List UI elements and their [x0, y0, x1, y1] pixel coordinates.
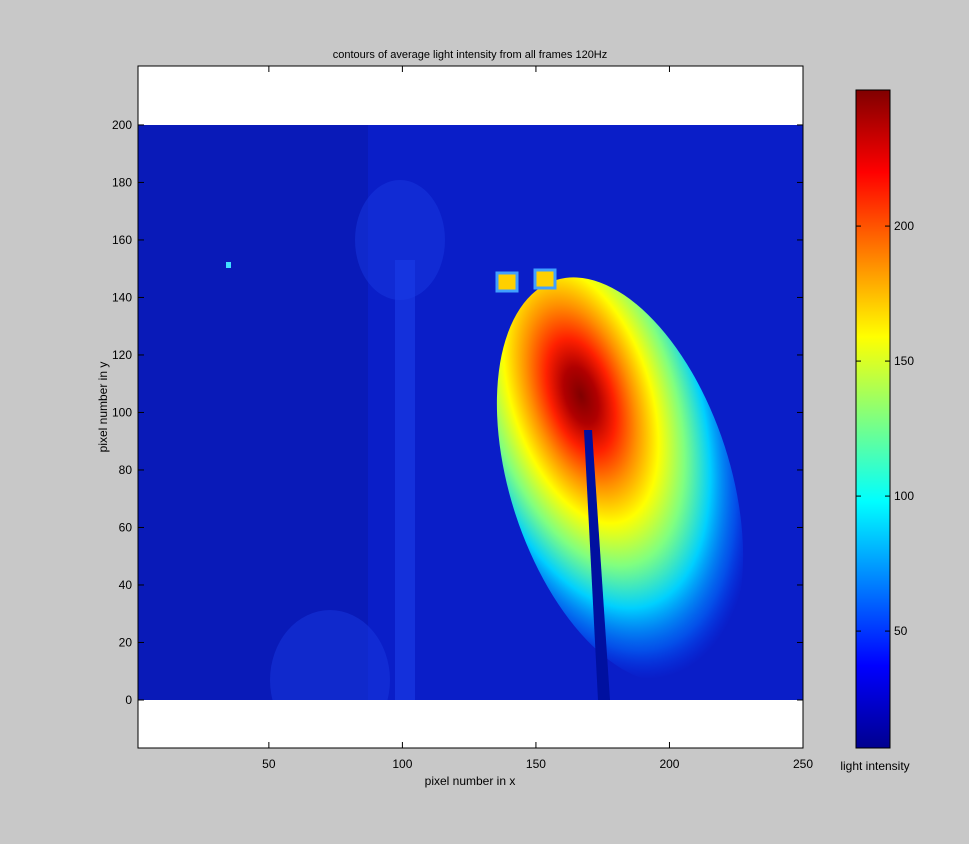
y-tick-label: 160: [112, 233, 132, 247]
y-tick-label: 180: [112, 175, 132, 189]
hot-spot: [496, 277, 744, 683]
field-structure: [355, 180, 445, 300]
chart-title: contours of average light intensity from…: [333, 49, 608, 61]
y-tick-label: 100: [112, 405, 132, 419]
rod: [584, 430, 610, 700]
x-tick-label: 150: [526, 757, 546, 771]
bright-spot: [533, 268, 557, 290]
bright-spot: [226, 262, 231, 268]
axes-box: [137, 65, 804, 749]
colorbar: [855, 89, 891, 749]
colorbar-tick-label: 100: [894, 489, 914, 503]
x-tick-label: 200: [659, 757, 679, 771]
y-tick-label: 120: [112, 348, 132, 362]
y-tick-label: 0: [125, 693, 132, 707]
colorbar-tick-label: 200: [894, 219, 914, 233]
y-tick-label: 60: [119, 520, 133, 534]
contour-image: [138, 125, 803, 700]
y-tick-label: 20: [119, 635, 133, 649]
field-shade: [138, 125, 368, 700]
x-tick-label: 50: [262, 757, 276, 771]
y-tick-label: 200: [112, 118, 132, 132]
x-tick-label: 250: [793, 757, 813, 771]
colorbar-tick-label: 50: [894, 624, 908, 638]
y-axis-label: pixel number in y: [96, 362, 110, 453]
y-tick-label: 40: [119, 578, 133, 592]
field-structure: [270, 610, 390, 700]
y-tick-label: 80: [119, 463, 133, 477]
colorbar-tick-label: 150: [894, 354, 914, 368]
x-axis-label: pixel number in x: [425, 774, 516, 788]
x-tick-label: 100: [392, 757, 412, 771]
colorbar-label: light intensity: [840, 759, 909, 773]
field-structure: [395, 260, 415, 700]
y-tick-label: 140: [112, 290, 132, 304]
bright-spot: [495, 271, 519, 293]
